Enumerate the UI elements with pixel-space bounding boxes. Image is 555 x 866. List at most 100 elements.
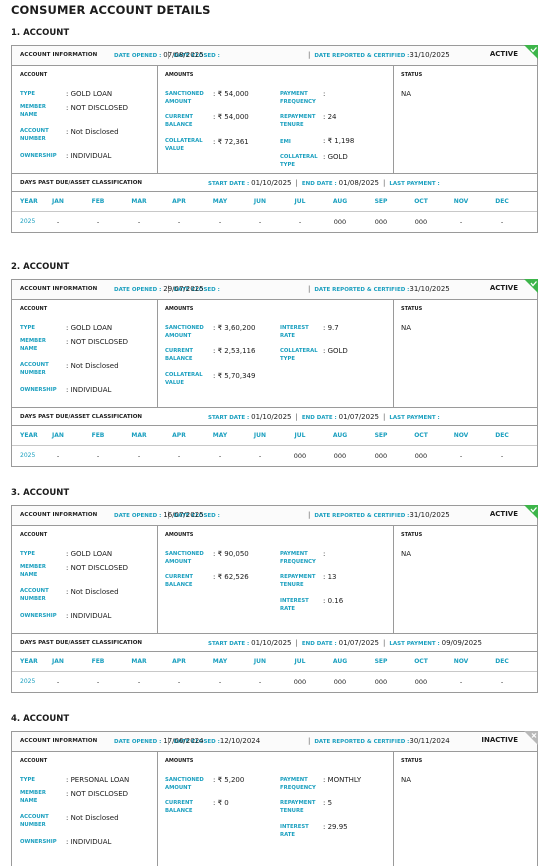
interest-rate-value: : 9.7	[323, 324, 339, 332]
type-value: : GOLD LOAN	[66, 90, 113, 98]
repayment-tenure-label: REPAYMENT TENURE	[280, 800, 316, 814]
dpd-dates: START DATE : 01/10/2025 | END DATE : 01/07…	[208, 639, 482, 647]
sanctioned-amount-label: SANCTIONED AMOUNT	[165, 325, 204, 339]
payment-frequency-label: PAYMENT FREQUENCY	[280, 777, 316, 791]
ownership-label: OWNERSHIP	[20, 387, 57, 393]
date-opened: DATE OPENED : 17/06/2024 | DATE CLOSED : 1…	[114, 737, 261, 745]
active-check-icon	[524, 279, 538, 293]
date-reported: | DATE REPORTED & CERTIFIED : 31/10/2025	[308, 51, 450, 59]
dpd-cell: 000	[414, 218, 428, 226]
year-cell: 2025	[20, 218, 36, 225]
type-value: : PERSONAL LOAN	[66, 776, 130, 784]
month-column-header: JUN	[253, 198, 267, 205]
payment-frequency-value: :	[323, 90, 326, 98]
member-name-value: : NOT DISCLOSED	[66, 790, 129, 798]
account-details: ACCOUNT AMOUNTS STATUS TYPE : GOLD LOAN …	[12, 526, 537, 634]
member-name-label: MEMBER NAME	[20, 338, 46, 352]
account-info-bar: ACCOUNT INFORMATION DATE OPENED : 07/08/…	[12, 45, 538, 66]
account-number-label: ACCOUNT NUMBER	[20, 814, 49, 828]
month-column-header: AUG	[332, 432, 348, 439]
account-number-label: ACCOUNT NUMBER	[20, 128, 49, 142]
account-info-bar: ACCOUNT INFORMATION DATE OPENED : 16/07/…	[12, 505, 538, 526]
type-label: TYPE	[20, 551, 35, 557]
dpd-value-row: 2025 - - - - - - 000 000 000 000 - -	[12, 672, 537, 692]
type-value: : GOLD LOAN	[66, 324, 113, 332]
month-column-header: FEB	[91, 198, 105, 205]
dpd-cell: -	[56, 218, 60, 226]
month-column-header: FEB	[91, 432, 105, 439]
dpd-cell: -	[500, 678, 504, 686]
dpd-cell: -	[177, 218, 181, 226]
type-value: : GOLD LOAN	[66, 550, 113, 558]
member-name-value: : NOT DISCLOSED	[66, 338, 129, 346]
month-column-header: MAY	[212, 658, 228, 665]
current-balance-value: : ₹ 0	[213, 799, 229, 807]
account-number-label: ACCOUNT NUMBER	[20, 362, 49, 376]
account-info-label: ACCOUNT INFORMATION	[20, 738, 98, 744]
payment-frequency-value: :	[323, 550, 326, 558]
account-section-title: ACCOUNT	[20, 532, 48, 538]
status-badge: INACTIVE	[481, 736, 518, 744]
dpd-cell: 000	[333, 678, 347, 686]
account-heading: 1. ACCOUNT	[11, 28, 70, 38]
amounts-section-title: AMOUNTS	[165, 532, 194, 538]
dpd-cell: -	[177, 678, 181, 686]
dpd-value-row: 2025 - - - - - - 000 000 000 000 - -	[12, 446, 537, 466]
dpd-cell: 000	[374, 678, 388, 686]
account-card: ACCOUNT INFORMATION DATE OPENED : 07/08/…	[11, 45, 538, 233]
month-column-header: JAN	[52, 198, 64, 205]
member-name-label: MEMBER NAME	[20, 104, 46, 118]
status-section-title: STATUS	[401, 532, 423, 538]
dpd-cell: -	[218, 452, 222, 460]
status-value: NA	[401, 776, 412, 784]
sanctioned-amount-label: SANCTIONED AMOUNT	[165, 91, 204, 105]
year-cell: 2025	[20, 678, 36, 685]
interest-rate-label: INTEREST RATE	[280, 325, 309, 339]
status-value: NA	[401, 90, 412, 98]
dpd-cell: -	[56, 452, 60, 460]
member-name-label: MEMBER NAME	[20, 564, 46, 578]
account-info-bar: ACCOUNT INFORMATION DATE OPENED : 29/07/…	[12, 279, 538, 300]
sanctioned-amount-value: : ₹ 90,050	[213, 550, 249, 558]
month-column-header: JAN	[52, 658, 64, 665]
current-balance-value: : ₹ 54,000	[213, 113, 249, 121]
account-section-title: ACCOUNT	[20, 758, 48, 764]
month-column-header: APR	[172, 198, 186, 205]
amounts-section-title: AMOUNTS	[165, 758, 194, 764]
type-label: TYPE	[20, 91, 35, 97]
current-balance-value: : ₹ 2,53,116	[213, 347, 256, 355]
dpd-cell: -	[258, 678, 262, 686]
repayment-tenure-value: : 5	[323, 799, 333, 807]
month-column-header: MAR	[131, 432, 147, 439]
payment-frequency-value: : MONTHLY	[323, 776, 362, 784]
month-column-header: MAY	[212, 198, 228, 205]
dpd-header-row: YEAR JAN FEB MAR APR MAY JUN JUL AUG SEP OCT NOV DEC	[12, 426, 537, 446]
amounts-section-title: AMOUNTS	[165, 306, 194, 312]
account-info-label: ACCOUNT INFORMATION	[20, 52, 98, 58]
date-reported: | DATE REPORTED & CERTIFIED : 31/10/2025	[308, 511, 450, 519]
dpd-title: DAYS PAST DUE/ASSET CLASSIFICATION	[20, 180, 142, 186]
account-card: ACCOUNT INFORMATION DATE OPENED : 17/06/…	[11, 731, 538, 866]
member-name-value: : NOT DISCLOSED	[66, 104, 129, 112]
month-column-header: OCT	[414, 432, 428, 439]
dpd-cell: 000	[374, 452, 388, 460]
month-column-header: SEP	[374, 658, 388, 665]
repayment-tenure-value: : 24	[323, 113, 337, 121]
dpd-cell: -	[258, 452, 262, 460]
month-column-header: APR	[172, 432, 186, 439]
year-column-header: YEAR	[20, 432, 38, 439]
current-balance-value: : ₹ 62,526	[213, 573, 249, 581]
dpd-cell: -	[56, 678, 60, 686]
date-opened: DATE OPENED : 29/07/2025 | DATE CLOSED :	[114, 285, 220, 293]
account-section-title: ACCOUNT	[20, 72, 48, 78]
dpd-bar: DAYS PAST DUE/ASSET CLASSIFICATION START…	[12, 174, 537, 192]
dpd-dates: START DATE : 01/10/2025 | END DATE : 01/07…	[208, 413, 440, 421]
date-opened: DATE OPENED : 16/07/2025 | DATE CLOSED :	[114, 511, 220, 519]
account-heading: 4. ACCOUNT	[11, 714, 70, 724]
amounts-section-title: AMOUNTS	[165, 72, 194, 78]
year-column-header: YEAR	[20, 198, 38, 205]
page-title: CONSUMER ACCOUNT DETAILS	[11, 3, 211, 17]
emi-value: : ₹ 1,198	[323, 137, 355, 145]
account-info-bar: ACCOUNT INFORMATION DATE OPENED : 17/06/…	[12, 731, 538, 752]
collateral-type-value: : GOLD	[323, 153, 348, 161]
